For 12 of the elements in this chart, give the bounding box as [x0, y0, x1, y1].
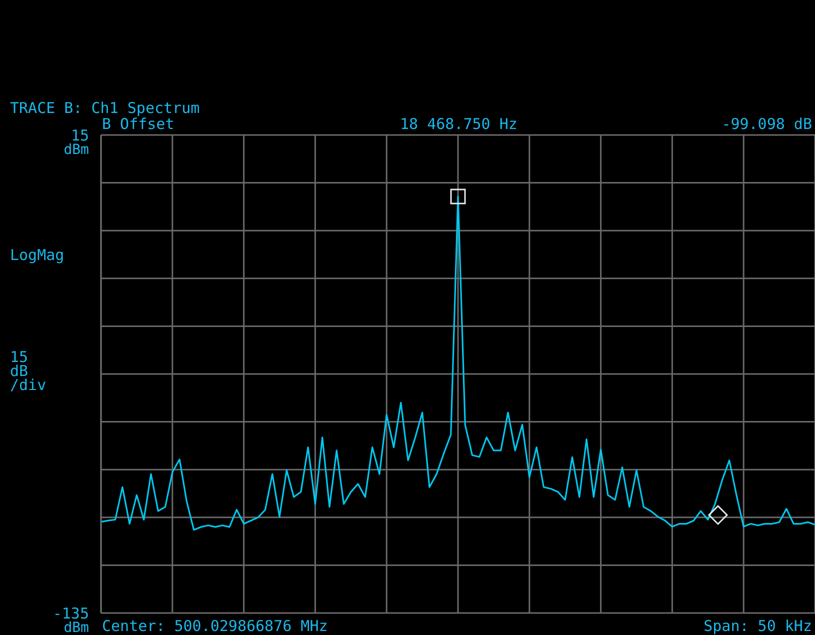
text: 18 468.750 Hz: [400, 115, 518, 133]
chart-title: TRACE B: Ch1 Spectrum: [10, 99, 200, 117]
text: Center: 500.029866876 MHz: [102, 617, 328, 635]
y-tick-label: -135: [52, 604, 89, 622]
text: B Offset: [102, 115, 174, 133]
text: LogMag: [10, 246, 64, 264]
text: Span: 50 kHz: [704, 617, 812, 635]
y-tick-label: 15: [70, 126, 89, 144]
text: 15 dB /div: [10, 348, 46, 394]
text: -99.098 dB: [722, 115, 812, 133]
y-axis-title: dBm: [64, 142, 89, 158]
text: dBm: [64, 620, 89, 635]
